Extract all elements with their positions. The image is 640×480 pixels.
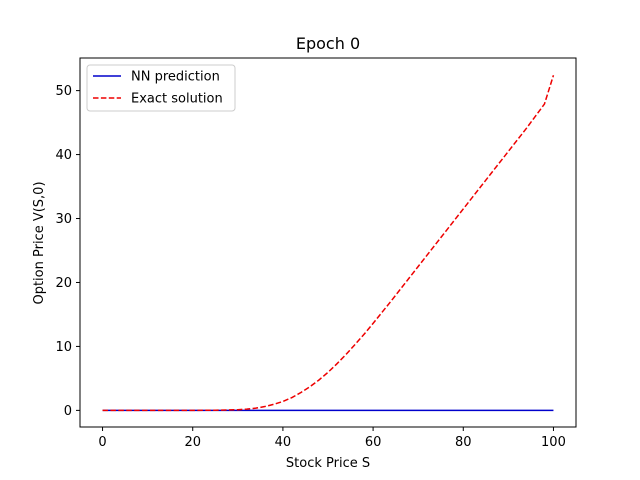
y-tick-label: 40: [55, 148, 72, 163]
y-tick-label: 30: [55, 212, 72, 227]
x-axis: 0 20 40 60 80 100: [98, 427, 566, 450]
legend: NN prediction Exact solution: [86, 64, 236, 112]
legend-label: NN prediction: [131, 70, 220, 85]
x-tick-label: 60: [365, 435, 382, 450]
y-axis-label: Option Price V(S,0): [32, 181, 47, 304]
series-line-exact-solution: [102, 75, 555, 412]
y-tick-label: 0: [64, 404, 72, 419]
x-tick-label: 0: [98, 435, 106, 450]
chart-title: Epoch 0: [296, 34, 360, 53]
legend-label: Exact solution: [131, 92, 223, 107]
plot-area: [102, 75, 555, 412]
plot-frame: [79, 57, 577, 428]
legend-box: [86, 64, 236, 112]
y-axis: 0 10 20 30 40 50: [55, 84, 80, 419]
x-axis-label: Stock Price S: [286, 456, 370, 471]
x-tick-label: 40: [275, 435, 292, 450]
x-tick-label: 80: [455, 435, 472, 450]
y-tick-label: 10: [55, 340, 72, 355]
x-tick-label: 20: [184, 435, 201, 450]
y-tick-label: 20: [55, 276, 72, 291]
x-tick-label: 100: [541, 435, 566, 450]
y-tick-label: 50: [55, 84, 72, 99]
